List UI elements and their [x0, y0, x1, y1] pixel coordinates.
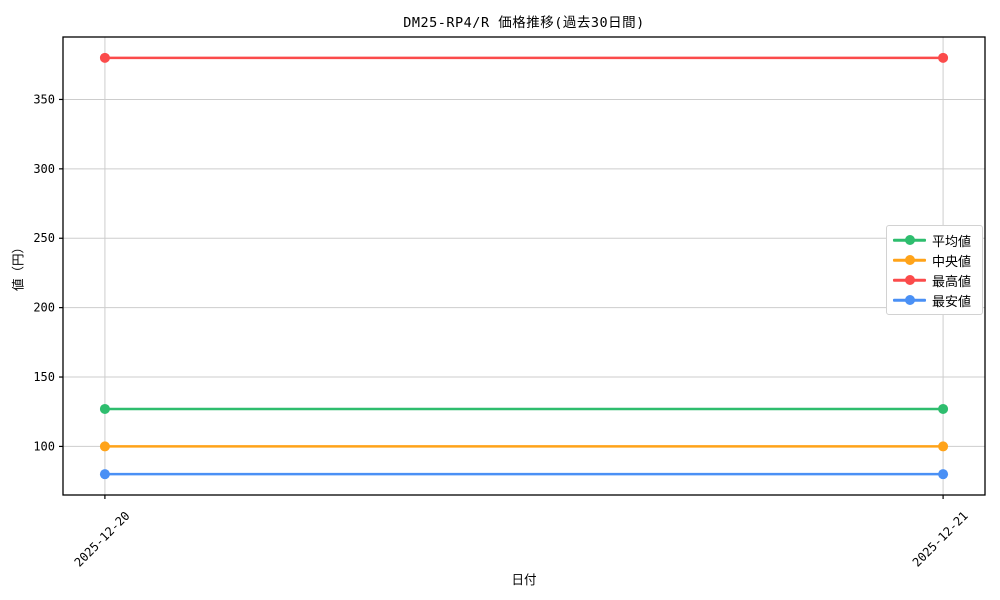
legend-average-line-icon [893, 235, 926, 245]
axes-frame [62, 36, 986, 496]
series-median-marker [99, 441, 110, 452]
chart-title: DM25-RP4/R 価格推移(過去30日間) [403, 15, 645, 31]
series-min-marker [938, 469, 949, 480]
legend-median-line-icon [893, 255, 926, 265]
legend-label: 平均値 [932, 234, 972, 250]
series-max-marker [99, 52, 110, 63]
y-tick-label: 350 [33, 92, 55, 106]
y-tick-label: 200 [33, 301, 55, 315]
chart-legend: 平均値中央値最高値最安値 [886, 225, 983, 315]
legend-min-line-icon [893, 295, 926, 305]
y-tick-label: 150 [33, 370, 55, 384]
legend-item-average: 平均値 [893, 230, 976, 250]
legend-label: 最高値 [932, 274, 972, 290]
y-tick-label: 300 [33, 162, 55, 176]
series-median-marker [938, 441, 949, 452]
series-min-marker [99, 469, 110, 480]
y-axis-label: 値（円） [10, 240, 26, 292]
x-axis-label: 日付 [511, 572, 537, 587]
legend-label: 中央値 [932, 254, 972, 270]
x-tick-label: 2025-12-20 [72, 509, 133, 570]
series-average-marker [99, 403, 110, 414]
x-tick-label: 2025-12-21 [910, 509, 971, 570]
legend-item-max: 最高値 [893, 270, 976, 290]
legend-item-median: 中央値 [893, 250, 976, 270]
legend-item-min: 最安値 [893, 290, 976, 310]
series-average-marker [938, 403, 949, 414]
legend-label: 最安値 [932, 294, 972, 310]
series-max-marker [938, 52, 949, 63]
y-tick-label: 250 [33, 231, 55, 245]
y-tick-label: 100 [33, 439, 55, 453]
legend-max-line-icon [893, 275, 926, 285]
